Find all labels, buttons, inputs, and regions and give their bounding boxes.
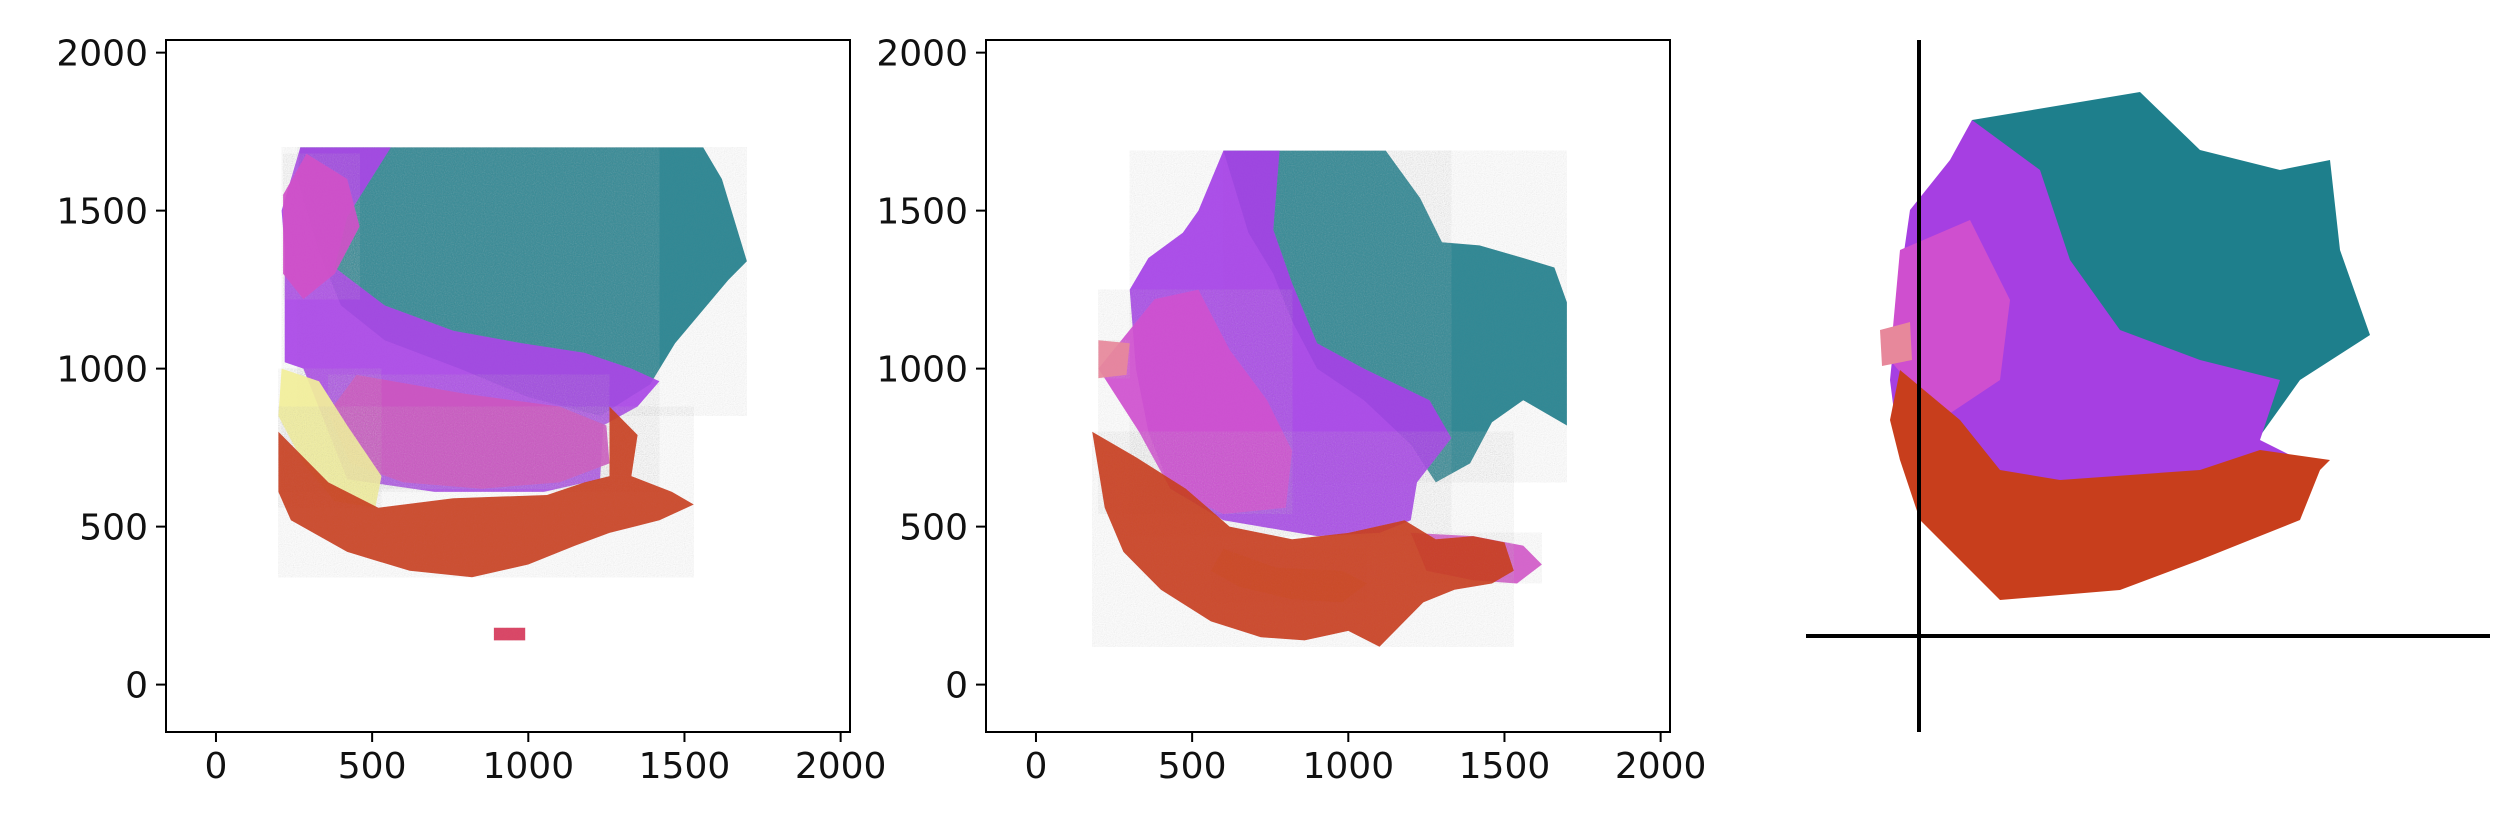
tissue-pink-edge — [1880, 322, 1912, 366]
tissue-red-region — [1890, 370, 2330, 600]
x-tick-label: 2000 — [1615, 746, 1707, 787]
y-tick-label: 2000 — [56, 34, 148, 75]
y-tick-label: 1000 — [56, 350, 148, 391]
x-tick-label: 1500 — [1459, 746, 1551, 787]
tissue-magenta-region — [1098, 289, 1293, 514]
x-tick-label: 0 — [1025, 746, 1048, 787]
spatial-panel-2: 0 500 1000 1500 2000 0 500 1000 1500 2000 — [876, 34, 1706, 787]
spatial-panel-1: 0 500 1000 1500 2000 0 500 1000 1500 2000 — [56, 34, 886, 787]
x-tick-label: 500 — [1158, 746, 1227, 787]
spatial-panel-3 — [1806, 40, 2490, 732]
axes-frame — [985, 39, 1671, 733]
y-tick-label: 1000 — [876, 350, 968, 391]
axes-frame — [165, 39, 851, 733]
tissue-pink-edge-region — [1098, 340, 1130, 379]
x-tick-label: 0 — [205, 746, 228, 787]
y-tick-label: 1500 — [56, 192, 148, 233]
y-tick-label: 0 — [125, 666, 148, 707]
y-tick-label: 500 — [79, 508, 148, 549]
x-tick-label: 1500 — [639, 746, 731, 787]
tissue-magenta-region — [283, 153, 360, 300]
tissue-red-region — [278, 406, 694, 578]
tissue-violet-region — [1890, 120, 2320, 560]
y-tick-label: 0 — [945, 666, 968, 707]
tissue-teal-region — [1223, 150, 1567, 483]
tissue-magenta-lower-region — [328, 374, 610, 489]
y-tick-label: 500 — [899, 508, 968, 549]
tissue-yellow-region — [278, 368, 382, 508]
y-tick-label: 1500 — [876, 192, 968, 233]
x-tick-label: 1000 — [482, 746, 574, 787]
x-tick-label: 2000 — [795, 746, 887, 787]
x-tick-label: 500 — [338, 746, 407, 787]
x-tick-label: 1000 — [1302, 746, 1394, 787]
y-tick-label: 2000 — [876, 34, 968, 75]
tissue-red-small-region — [493, 627, 526, 641]
tissue-red-region — [1092, 431, 1514, 647]
